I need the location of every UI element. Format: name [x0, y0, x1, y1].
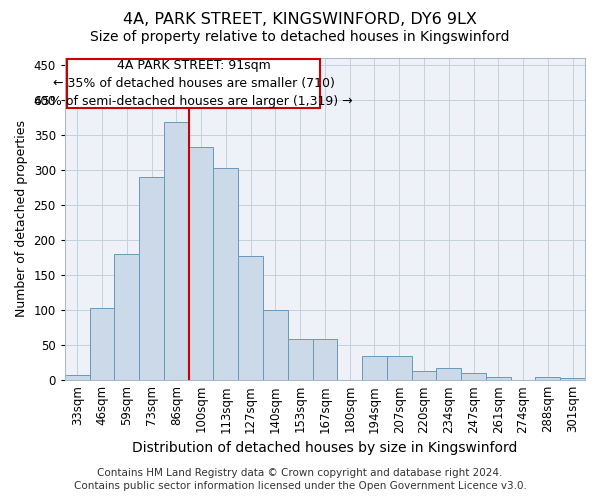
Text: Size of property relative to detached houses in Kingswinford: Size of property relative to detached ho…: [90, 30, 510, 44]
Bar: [461, 373, 486, 380]
Bar: [139, 177, 164, 380]
Bar: [65, 374, 89, 380]
Bar: [238, 256, 263, 380]
Bar: [387, 356, 412, 380]
Bar: [188, 146, 214, 380]
Bar: [313, 340, 337, 380]
Text: Contains HM Land Registry data © Crown copyright and database right 2024.
Contai: Contains HM Land Registry data © Crown c…: [74, 468, 526, 491]
Bar: [535, 376, 560, 380]
Bar: [288, 340, 313, 380]
X-axis label: Distribution of detached houses by size in Kingswinford: Distribution of detached houses by size …: [132, 441, 518, 455]
Bar: [412, 371, 436, 380]
Bar: [486, 376, 511, 380]
FancyBboxPatch shape: [67, 59, 320, 108]
Y-axis label: Number of detached properties: Number of detached properties: [15, 120, 28, 318]
Bar: [115, 254, 139, 380]
Bar: [164, 122, 188, 380]
Bar: [362, 356, 387, 380]
Bar: [214, 168, 238, 380]
Bar: [436, 368, 461, 380]
Text: 4A, PARK STREET, KINGSWINFORD, DY6 9LX: 4A, PARK STREET, KINGSWINFORD, DY6 9LX: [123, 12, 477, 28]
Bar: [89, 308, 115, 380]
Text: 4A PARK STREET: 91sqm
← 35% of detached houses are smaller (710)
65% of semi-det: 4A PARK STREET: 91sqm ← 35% of detached …: [34, 59, 353, 108]
Bar: [263, 310, 288, 380]
Bar: [560, 378, 585, 380]
